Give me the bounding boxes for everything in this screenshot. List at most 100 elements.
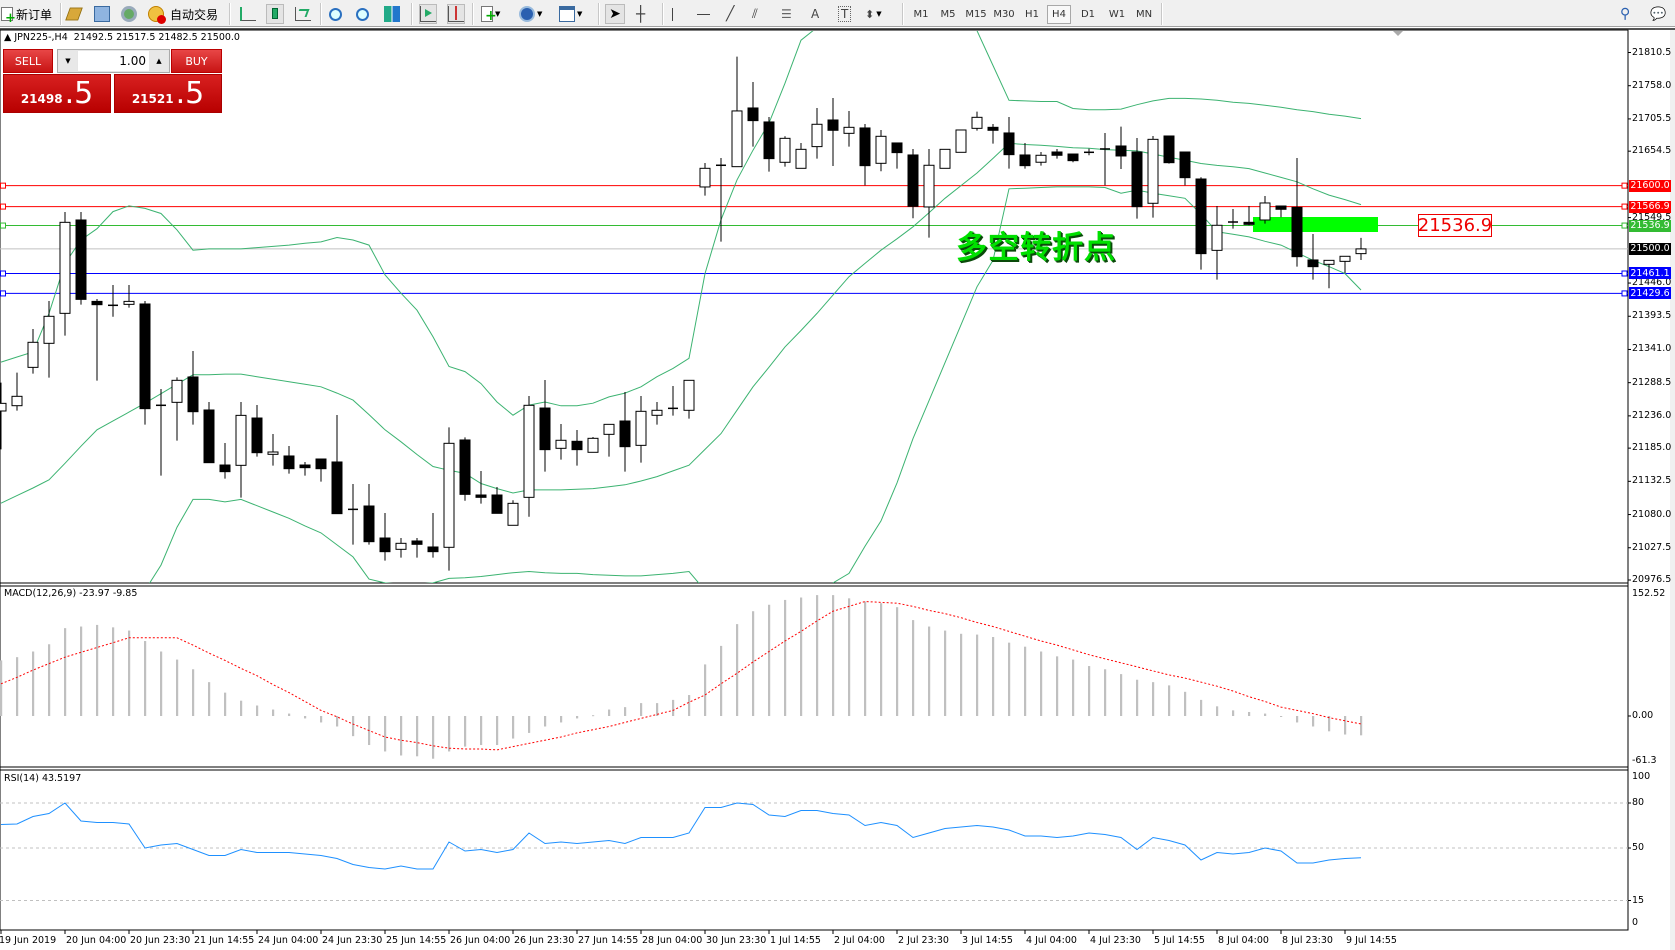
chat-button[interactable]: 💬: [1650, 4, 1666, 24]
candle[interactable]: [716, 158, 726, 242]
text-label-button[interactable]: T: [838, 4, 852, 24]
auto-scroll-button[interactable]: [419, 4, 437, 24]
lot-increase-button[interactable]: ▲: [150, 51, 168, 71]
candle[interactable]: [619, 392, 631, 472]
candle[interactable]: [203, 402, 215, 464]
candle[interactable]: [363, 483, 375, 545]
candle[interactable]: [907, 148, 919, 219]
text-button[interactable]: A: [811, 4, 819, 24]
pivot-zone-rectangle[interactable]: [1253, 217, 1378, 232]
candle[interactable]: [571, 429, 583, 466]
level-callout[interactable]: 21536.9: [1417, 214, 1493, 237]
candle[interactable]: [299, 461, 311, 476]
candle[interactable]: [1115, 126, 1127, 170]
candle[interactable]: [187, 350, 199, 425]
zoom-out-button[interactable]: [356, 4, 369, 24]
candle[interactable]: [939, 148, 951, 169]
collapse-triangle-icon[interactable]: ▲: [4, 32, 15, 43]
candle[interactable]: [1307, 233, 1319, 280]
candle[interactable]: [1035, 151, 1047, 166]
arrows-button[interactable]: ⬍ ▼: [865, 4, 882, 24]
candle[interactable]: [651, 402, 663, 425]
periods-button[interactable]: ▼: [519, 4, 542, 24]
timeframe-mn[interactable]: MN: [1135, 9, 1153, 20]
candle[interactable]: [731, 56, 743, 168]
candle[interactable]: [1339, 255, 1351, 273]
candle[interactable]: [779, 136, 791, 167]
candle[interactable]: [955, 129, 967, 153]
candle[interactable]: [555, 424, 567, 460]
candle[interactable]: [1355, 237, 1367, 260]
candle[interactable]: [523, 396, 535, 517]
candle[interactable]: [491, 487, 503, 514]
candle[interactable]: [1051, 148, 1063, 159]
zoom-in-button[interactable]: [329, 4, 342, 24]
candle[interactable]: [427, 513, 439, 558]
candle[interactable]: [475, 471, 487, 504]
candle[interactable]: [59, 212, 71, 336]
candle[interactable]: [843, 110, 855, 147]
level-handle[interactable]: [1621, 182, 1628, 189]
candle[interactable]: [283, 445, 295, 474]
fibonacci-button[interactable]: ⫽: [752, 4, 758, 24]
fibonacci-lines-button[interactable]: ☰: [781, 4, 792, 24]
timeframe-m5[interactable]: M5: [940, 9, 956, 20]
timeframe-m30[interactable]: M30: [993, 9, 1015, 20]
candle[interactable]: [891, 142, 903, 169]
level-handle[interactable]: [1621, 270, 1628, 277]
level-handle[interactable]: [0, 222, 6, 229]
level-handle[interactable]: [0, 290, 6, 297]
candle[interactable]: [875, 129, 887, 172]
candle[interactable]: [795, 142, 807, 169]
candle[interactable]: [683, 379, 695, 419]
candle[interactable]: [987, 123, 999, 144]
buy-price[interactable]: 21521.5: [114, 74, 222, 113]
candle[interactable]: [1195, 177, 1207, 270]
chart-shift-button[interactable]: [447, 4, 465, 24]
auto-trading-button[interactable]: 自动交易: [148, 4, 218, 24]
buy-button[interactable]: BUY: [171, 49, 222, 73]
lot-size-input[interactable]: [78, 51, 149, 71]
candle[interactable]: [1259, 196, 1271, 224]
candle[interactable]: [91, 298, 103, 381]
candle[interactable]: [668, 386, 678, 416]
timeframe-m15[interactable]: M15: [965, 9, 987, 20]
search-button[interactable]: ⚲: [1620, 4, 1630, 24]
candle[interactable]: [75, 212, 87, 305]
chart-shift-marker[interactable]: [1393, 31, 1403, 36]
candle[interactable]: [1084, 148, 1094, 156]
timeframe-h1[interactable]: H1: [1025, 9, 1039, 20]
horizontal-line-button[interactable]: [697, 4, 710, 24]
candle[interactable]: [603, 423, 615, 457]
candle[interactable]: [348, 483, 358, 545]
candle[interactable]: [859, 123, 871, 186]
candle[interactable]: [219, 443, 231, 479]
line-chart-button[interactable]: [295, 4, 311, 24]
candle[interactable]: [1291, 158, 1303, 267]
candle[interactable]: [1243, 206, 1255, 226]
candle[interactable]: [1323, 259, 1335, 289]
candle[interactable]: [459, 437, 471, 501]
level-handle[interactable]: [0, 270, 6, 277]
templates-button[interactable]: ▼: [559, 4, 582, 24]
candle[interactable]: [1131, 138, 1143, 219]
level-handle[interactable]: [1621, 222, 1628, 229]
candle[interactable]: [379, 513, 391, 561]
candle[interactable]: [235, 402, 247, 498]
candlestick-button[interactable]: [266, 4, 284, 24]
candle[interactable]: [411, 538, 423, 558]
candle[interactable]: [443, 427, 455, 571]
vertical-line-button[interactable]: [672, 4, 673, 24]
candle[interactable]: [0, 382, 7, 450]
candle[interactable]: [635, 396, 647, 463]
trendline-button[interactable]: ╱: [726, 4, 734, 24]
candle[interactable]: [923, 148, 935, 238]
lot-decrease-button[interactable]: ▼: [59, 51, 77, 71]
sell-price[interactable]: 21498.5: [3, 74, 111, 113]
candle[interactable]: [395, 538, 407, 558]
timeframe-m1[interactable]: M1: [913, 9, 929, 20]
candle[interactable]: [1179, 151, 1191, 186]
timeframe-d1[interactable]: D1: [1080, 9, 1096, 20]
candle[interactable]: [699, 162, 711, 196]
